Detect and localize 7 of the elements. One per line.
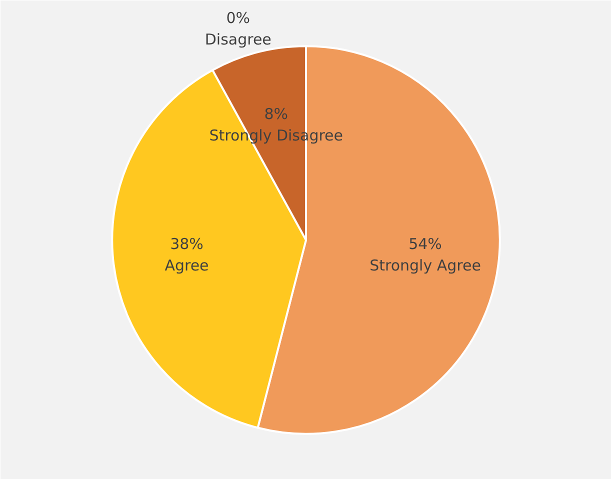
data-label: 54% (408, 235, 442, 254)
slice-label: Strongly Agree (370, 256, 481, 275)
slice-label: Agree (164, 256, 209, 275)
category-label: Disagree (204, 30, 272, 48)
data-label: 38% (170, 235, 204, 254)
text: 0% (226, 8, 250, 27)
data-label: 8% (264, 104, 288, 123)
